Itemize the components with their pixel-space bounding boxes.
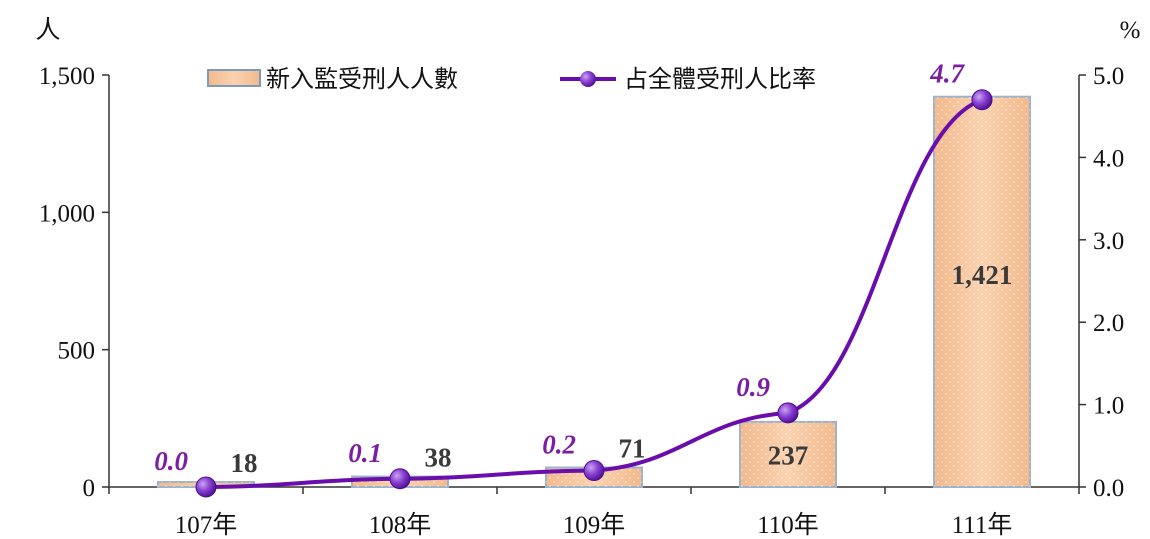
x-tick-label: 111年 <box>952 511 1013 539</box>
legend-line-label: 占全體受刑人比率 <box>624 65 816 93</box>
right-tick-label: 5.0 <box>1093 63 1124 90</box>
ratio-value-label: 0.0 <box>154 446 188 476</box>
bar-value-label: 71 <box>619 433 646 463</box>
bar-value-label: 38 <box>425 443 452 473</box>
ratio-value-label: 0.9 <box>736 372 770 402</box>
left-tick-label: 1,000 <box>39 200 95 227</box>
bar <box>933 95 1031 488</box>
ratio-marker <box>583 460 605 482</box>
bar-value-label: 18 <box>231 448 258 478</box>
ratio-marker <box>195 476 217 498</box>
x-tick-label: 107年 <box>175 511 238 539</box>
x-tick-label: 108年 <box>369 511 432 539</box>
ratio-value-label: 0.2 <box>542 430 576 460</box>
ratio-marker <box>971 89 993 111</box>
left-tick-label: 1,500 <box>39 63 95 90</box>
left-axis-unit: 人 <box>35 17 60 44</box>
bar-texture <box>934 96 1030 487</box>
right-tick-label: 0.0 <box>1093 475 1124 502</box>
line-series <box>195 89 993 498</box>
right-tick-label: 2.0 <box>1093 310 1124 337</box>
line-labels: 0.0 0.1 0.2 0.9 4.7 <box>154 59 965 476</box>
ratio-line <box>205 97 983 489</box>
right-tick-label: 4.0 <box>1093 145 1124 172</box>
bar-labels: 18 38 71 237 1,421 <box>231 260 1013 478</box>
left-axis: 0 500 1,000 1,500 人 <box>35 17 110 502</box>
left-tick-label: 500 <box>58 338 96 365</box>
x-tick-label: 110年 <box>757 511 819 539</box>
right-axis: 0.0 1.0 2.0 3.0 4.0 5.0 % <box>1078 17 1141 502</box>
right-axis-unit: % <box>1120 17 1141 44</box>
right-tick-label: 1.0 <box>1093 393 1124 420</box>
ratio-marker <box>777 402 799 424</box>
bar-series <box>157 95 1031 488</box>
right-axis-ticks: 0.0 1.0 2.0 3.0 4.0 5.0 <box>1079 63 1124 502</box>
ratio-value-label: 4.7 <box>929 59 965 89</box>
right-tick-label: 3.0 <box>1093 228 1124 255</box>
x-axis-ticks: 107年 108年 109年 110年 111年 <box>108 487 1080 539</box>
legend-bar-label: 新入監受刑人人數 <box>266 65 458 93</box>
bar-value-label: 237 <box>768 440 809 470</box>
left-tick-label: 0 <box>83 475 96 502</box>
legend-bar-swatch <box>207 69 261 87</box>
legend: 新入監受刑人人數 占全體受刑人比率 <box>207 65 816 93</box>
ratio-value-label: 0.1 <box>348 438 382 468</box>
bar-texture <box>740 421 836 487</box>
ratio-marker <box>389 468 411 490</box>
legend-line-marker <box>580 71 596 87</box>
left-axis-ticks: 0 500 1,000 1,500 <box>39 63 109 502</box>
bar <box>739 420 837 488</box>
x-tick-label: 109年 <box>563 511 626 539</box>
bar-value-label: 1,421 <box>952 260 1013 290</box>
